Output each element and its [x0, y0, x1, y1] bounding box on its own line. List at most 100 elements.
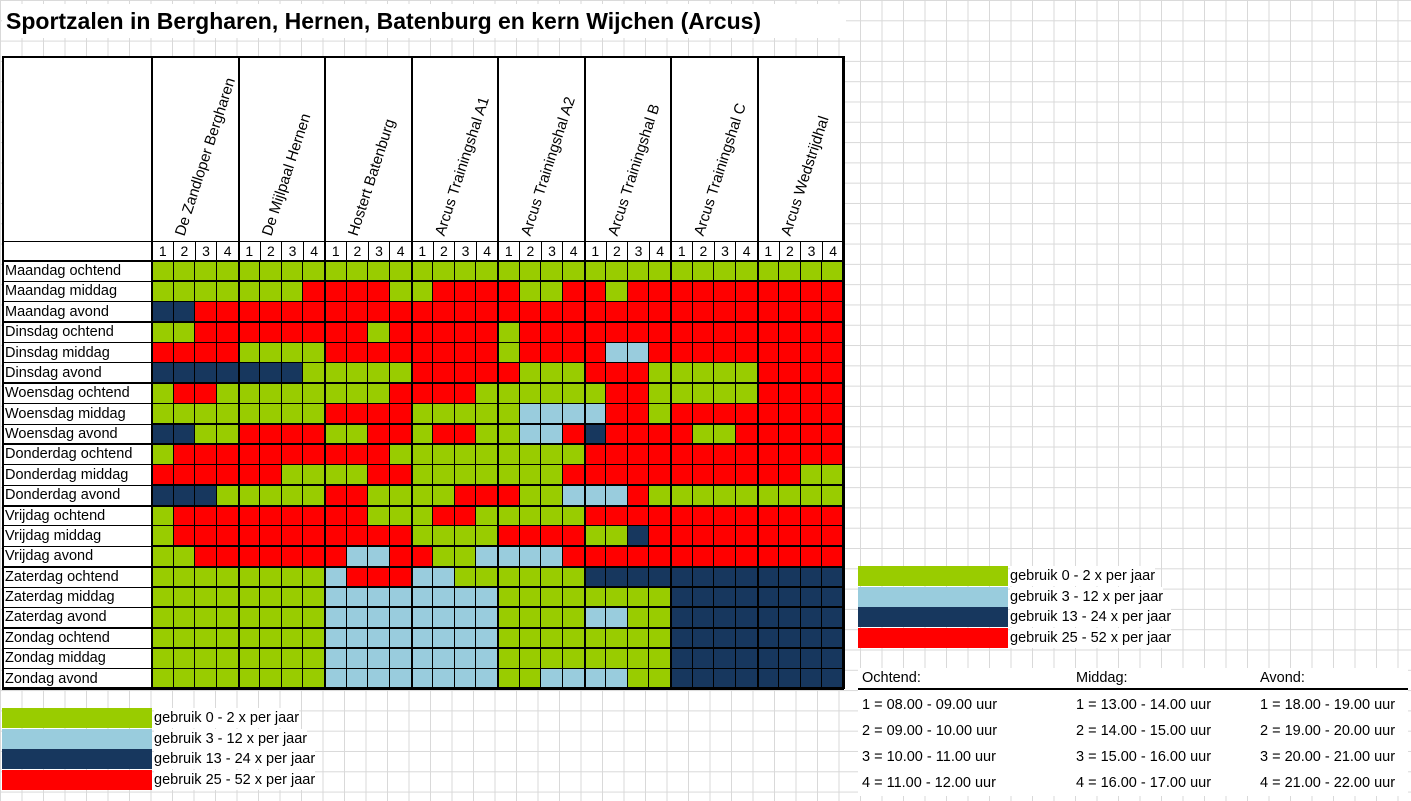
ochtend-header: Ochtend: — [862, 670, 921, 686]
usage-cell — [281, 342, 304, 363]
usage-cell — [541, 668, 563, 689]
usage-cell — [584, 464, 607, 486]
usage-cell — [649, 566, 671, 588]
usage-cell — [562, 587, 585, 608]
row-label: Vrijdag middag — [5, 527, 102, 544]
row-label: Donderdag avond — [5, 487, 121, 504]
usage-cell — [779, 342, 801, 363]
usage-cell — [627, 322, 650, 343]
usage-cell — [216, 668, 239, 689]
usage-cell — [303, 261, 325, 282]
usage-cell — [822, 525, 844, 547]
usage-cell — [433, 342, 455, 363]
usage-cell — [649, 281, 671, 302]
slot-number: 3 — [375, 243, 383, 259]
usage-cell — [800, 627, 823, 649]
usage-cell — [519, 403, 542, 425]
usage-cell — [346, 668, 369, 689]
usage-cell — [195, 607, 217, 628]
usage-cell — [476, 383, 498, 404]
hall-name: De Zandloper Bergharen — [172, 75, 239, 238]
ochtend-slot-1: 1 = 08.00 - 09.00 uur — [862, 697, 998, 713]
usage-cell — [562, 424, 585, 445]
row-label: Donderdag middag — [5, 466, 129, 483]
slot-number: 4 — [569, 243, 578, 259]
usage-cell — [433, 587, 455, 608]
usage-cell — [627, 464, 650, 486]
usage-cell — [325, 668, 347, 689]
usage-cell — [822, 383, 844, 404]
usage-cell — [562, 362, 585, 384]
usage-cell — [260, 485, 282, 506]
usage-cell — [692, 587, 715, 608]
usage-cell — [519, 566, 542, 588]
usage-cell — [606, 301, 628, 323]
slot-number: 1 — [331, 243, 340, 259]
usage-cell — [325, 362, 347, 384]
usage-cell — [649, 546, 671, 567]
usage-cell — [260, 668, 282, 689]
usage-cell — [238, 525, 261, 547]
hall-name: Arcus Wedstrijdhal — [777, 114, 833, 238]
usage-cell — [195, 505, 217, 526]
usage-cell — [627, 362, 650, 384]
usage-cell — [260, 607, 282, 628]
usage-cell — [152, 587, 174, 608]
row-label: Zondag ochtend — [5, 629, 110, 646]
usage-cell — [389, 362, 412, 384]
usage-cell — [260, 383, 282, 404]
usage-cell — [173, 525, 196, 547]
usage-cell — [281, 403, 304, 425]
usage-cell — [779, 261, 801, 282]
usage-cell — [152, 546, 174, 567]
row-label: Dinsdag middag — [5, 344, 110, 361]
avond-slot-1: 1 = 18.00 - 19.00 uur — [1260, 697, 1396, 713]
usage-cell — [627, 546, 650, 567]
usage-cell — [498, 587, 520, 608]
middag-slot-3: 3 = 15.00 - 16.00 uur — [1076, 749, 1212, 765]
usage-cell — [779, 648, 801, 669]
usage-cell — [325, 403, 347, 425]
usage-cell — [649, 627, 671, 649]
usage-cell — [303, 464, 325, 486]
usage-cell — [389, 424, 412, 445]
usage-cell — [454, 485, 477, 506]
usage-cell — [476, 587, 498, 608]
usage-cell — [649, 464, 671, 486]
usage-cell — [735, 362, 758, 384]
legend-label: gebruik 25 - 52 x per jaar — [154, 769, 316, 790]
usage-cell — [779, 525, 801, 547]
usage-cell — [389, 383, 412, 404]
usage-cell — [649, 403, 671, 425]
usage-cell — [779, 464, 801, 486]
usage-cell — [541, 546, 563, 567]
usage-cell — [757, 362, 780, 384]
usage-cell — [368, 485, 390, 506]
usage-cell — [173, 668, 196, 689]
slot-number: 3 — [807, 243, 816, 259]
usage-cell — [346, 362, 369, 384]
usage-cell — [303, 607, 325, 628]
usage-cell — [303, 322, 325, 343]
usage-cell — [195, 627, 217, 649]
usage-cell — [411, 342, 434, 363]
usage-cell — [238, 342, 261, 363]
legend-swatch — [2, 749, 152, 769]
usage-cell — [757, 322, 780, 343]
usage-cell — [649, 485, 671, 506]
usage-cell — [238, 444, 261, 465]
row-label: Woensdag avond — [5, 426, 118, 443]
usage-cell — [195, 424, 217, 445]
usage-cell — [519, 587, 542, 608]
row-label: Dinsdag avond — [5, 364, 102, 381]
slot-number: 4 — [829, 243, 838, 259]
usage-cell — [822, 587, 844, 608]
usage-cell — [216, 342, 239, 363]
usage-cell — [584, 444, 607, 465]
usage-cell — [476, 281, 498, 302]
usage-cell — [411, 362, 434, 384]
page-title: Sportzalen in Bergharen, Hernen, Batenbu… — [2, 4, 846, 38]
row-label: Maandag ochtend — [5, 263, 122, 279]
slot-number: 3 — [288, 243, 297, 259]
usage-cell — [325, 607, 347, 628]
